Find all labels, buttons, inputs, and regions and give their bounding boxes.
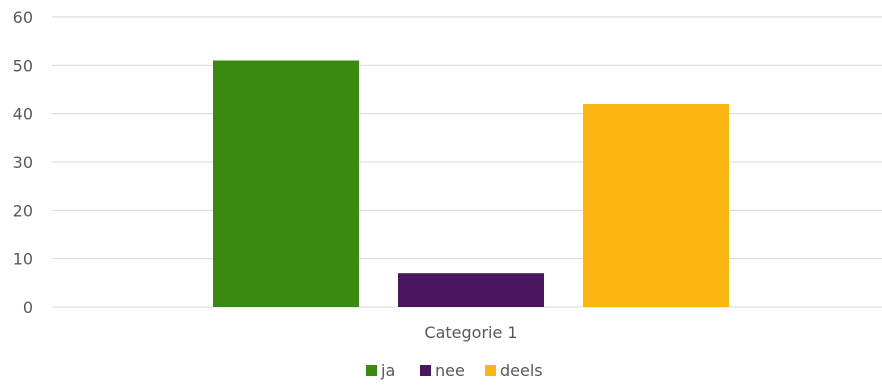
bar-ja [213,60,359,307]
legend-swatch-nee [420,365,431,376]
y-tick-label: 20 [13,201,33,220]
legend-label-ja: ja [380,361,395,380]
legend: ja nee deels [366,361,543,380]
legend-swatch-ja [366,365,377,376]
y-tick-label: 40 [13,105,33,124]
bar-deels [583,104,729,307]
y-tick-label: 50 [13,56,33,75]
y-tick-label: 30 [13,153,33,172]
x-category-label: Categorie 1 [424,323,517,342]
y-tick-label: 0 [23,298,33,317]
bar-nee [398,273,544,307]
gridlines [52,16,882,308]
x-axis: Categorie 1 [424,323,517,342]
y-axis: 0 10 20 30 40 50 60 [13,8,33,317]
y-tick-label: 10 [13,250,33,269]
legend-swatch-deels [485,365,496,376]
legend-label-deels: deels [500,361,543,380]
bars [213,60,729,307]
y-tick-label: 60 [13,8,33,27]
legend-label-nee: nee [435,361,465,380]
